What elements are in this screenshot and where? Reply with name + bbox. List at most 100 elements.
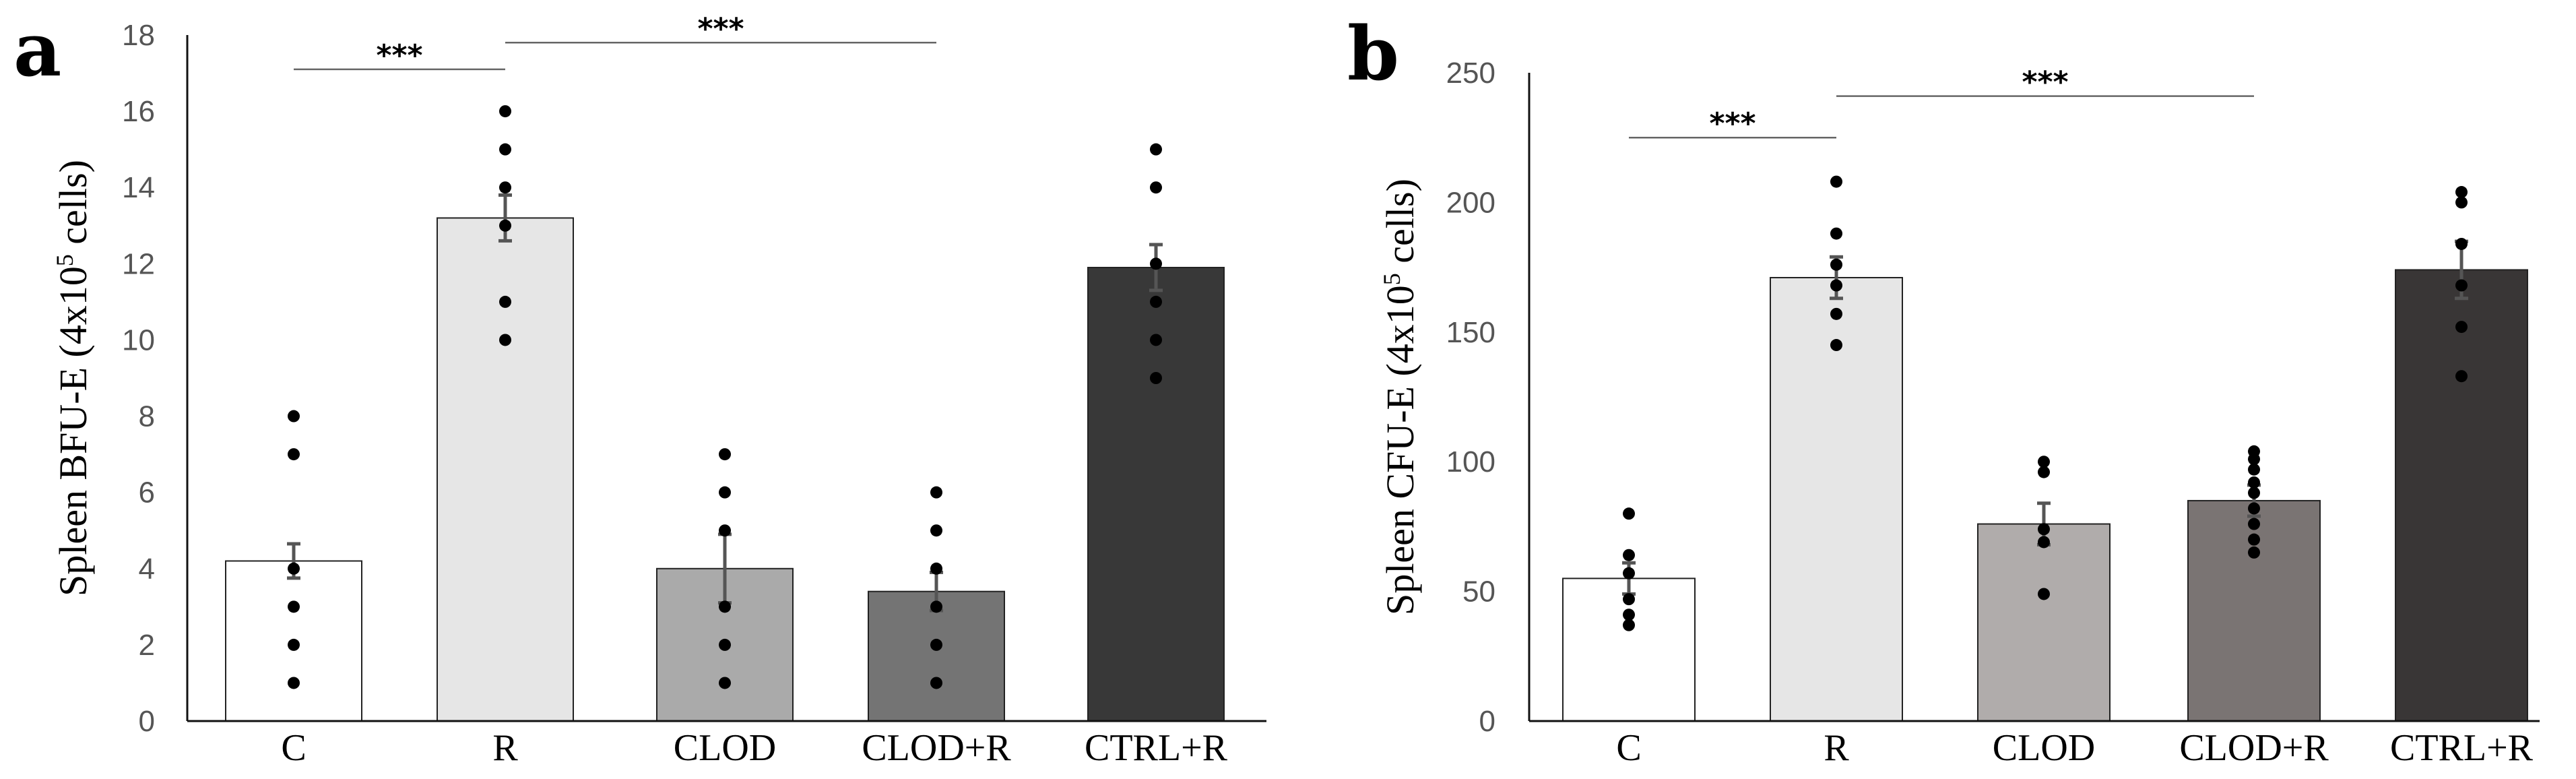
data-point [499,219,511,232]
data-point [2248,463,2260,476]
data-point [930,486,942,499]
x-tick-label: CLOD+R [862,727,1011,769]
data-point [288,562,300,575]
data-point [2248,502,2260,515]
data-point [1150,372,1162,384]
data-point [2248,533,2260,546]
y-tick-label: 100 [1446,445,1495,478]
data-point [499,334,511,346]
y-tick-label: 6 [139,476,155,509]
data-point [1150,334,1162,346]
panel-letter: a [13,6,61,93]
data-point [2455,237,2468,250]
data-point [2248,518,2260,530]
bar-clod [1977,523,2111,722]
data-point [719,486,731,499]
significance-label: *** [1709,106,1756,141]
data-point [1150,143,1162,156]
data-point [2455,370,2468,383]
y-tick-label: 16 [122,95,155,128]
data-point [2038,523,2050,536]
data-point [1623,567,1635,580]
data-point [930,677,942,689]
x-tick-label: R [1824,727,1849,769]
x-tick-label: CLOD [674,727,776,769]
data-point [499,295,511,308]
bar-r [437,217,574,722]
data-point [1623,619,1635,631]
data-point [499,181,511,194]
data-point [499,143,511,156]
data-point [1150,181,1162,194]
data-point [1830,307,1842,320]
data-point [2038,536,2050,549]
data-point [1830,258,1842,271]
data-point [1623,609,1635,621]
data-point [1623,593,1635,606]
data-point [2455,196,2468,209]
chart-panel-1: a 0 2 4 6 8 10 12 14 16 18 Spleen BFU-E (4x105 cell… [13,6,1266,769]
y-tick-label: 150 [1446,316,1495,349]
data-point [1623,507,1635,520]
significance-label: *** [2022,65,2068,100]
x-tick-label: CTRL+R [1085,727,1228,769]
data-point [719,448,731,461]
data-point [930,562,942,575]
data-point [288,677,300,689]
bar-ctrl-r [2395,269,2528,722]
data-point [1623,549,1635,561]
data-point [1150,295,1162,308]
data-point [288,410,300,423]
data-point [719,638,731,651]
data-point [499,105,511,118]
data-point [1830,279,1842,292]
y-tick-label: 2 [139,629,155,662]
chart-panel-2: b 0 50 100 150 200 250 Spleen CFU-E (4x105 cell… [1347,10,2540,769]
y-tick-label: 50 [1462,575,1495,609]
data-point [2455,321,2468,334]
y-tick-label: 12 [122,247,155,280]
data-point [2248,476,2260,489]
data-point [930,600,942,613]
y-tick-label: 200 [1446,186,1495,219]
x-tick-label: CTRL+R [2390,727,2534,769]
y-axis-label: Spleen CFU-E (4x105 cells) [1378,179,1422,615]
data-point [2038,588,2050,600]
y-tick-label: 0 [139,705,155,738]
y-tick-label: 14 [122,171,155,204]
data-point [288,638,300,651]
x-tick-label: CLOD [1993,727,2095,769]
data-point [2248,445,2260,458]
y-axis-label: Spleen BFU-E (4x105 cells) [51,160,95,596]
significance-label: *** [376,38,422,73]
data-point [1830,175,1842,188]
data-point [719,677,731,689]
data-point [719,524,731,537]
data-point [2248,487,2260,499]
data-point [2455,186,2468,199]
y-tick-label: 0 [1479,705,1495,738]
significance-label: *** [697,11,744,46]
panel-letter: b [1347,10,1399,97]
y-tick-label: 4 [139,553,155,586]
x-tick-label: C [281,727,306,769]
data-point [2248,546,2260,559]
data-point [2455,279,2468,292]
data-point [1150,257,1162,270]
data-point [2038,456,2050,468]
x-tick-label: CLOD+R [2179,727,2329,769]
x-tick-label: C [1616,727,1641,769]
data-point [719,600,731,613]
data-point [288,600,300,613]
y-tick-label: 18 [122,19,155,52]
data-point [1830,227,1842,240]
x-tick-label: R [492,727,518,769]
data-point [930,524,942,537]
data-point [1830,339,1842,352]
y-tick-label: 10 [122,323,155,356]
y-tick-label: 250 [1446,57,1495,90]
data-point [2038,466,2050,478]
data-point [930,638,942,651]
data-point [288,448,300,461]
